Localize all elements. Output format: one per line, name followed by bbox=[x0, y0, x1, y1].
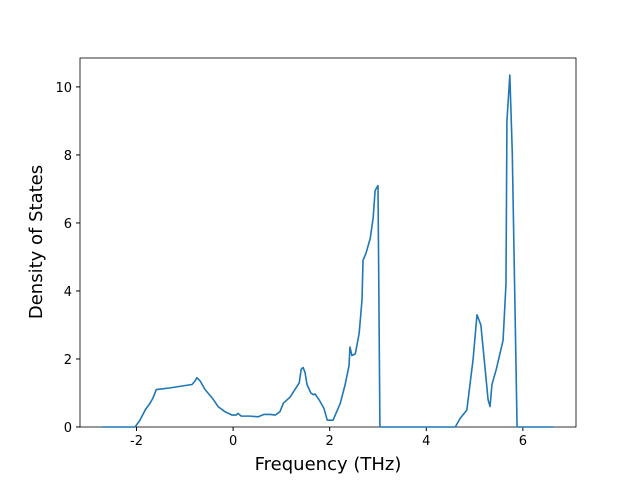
x-axis-label: Frequency (THz) bbox=[255, 454, 402, 475]
y-tick-label: 8 bbox=[64, 149, 72, 164]
x-tick-label: 0 bbox=[229, 434, 237, 449]
data-line bbox=[102, 74, 554, 428]
y-axis-label: Density of States bbox=[26, 165, 47, 319]
y-tick-label: 0 bbox=[64, 421, 72, 436]
y-tick-label: 2 bbox=[64, 353, 72, 368]
x-tick-label: 6 bbox=[519, 434, 527, 449]
y-tick-label: 6 bbox=[64, 217, 72, 232]
y-tick-label: 10 bbox=[55, 81, 72, 96]
x-tick-label: 2 bbox=[326, 434, 334, 449]
plot-frame bbox=[79, 57, 577, 428]
y-tick-label: 4 bbox=[64, 285, 72, 300]
x-tick-label: -2 bbox=[130, 434, 143, 449]
x-tick-label: 4 bbox=[422, 434, 430, 449]
